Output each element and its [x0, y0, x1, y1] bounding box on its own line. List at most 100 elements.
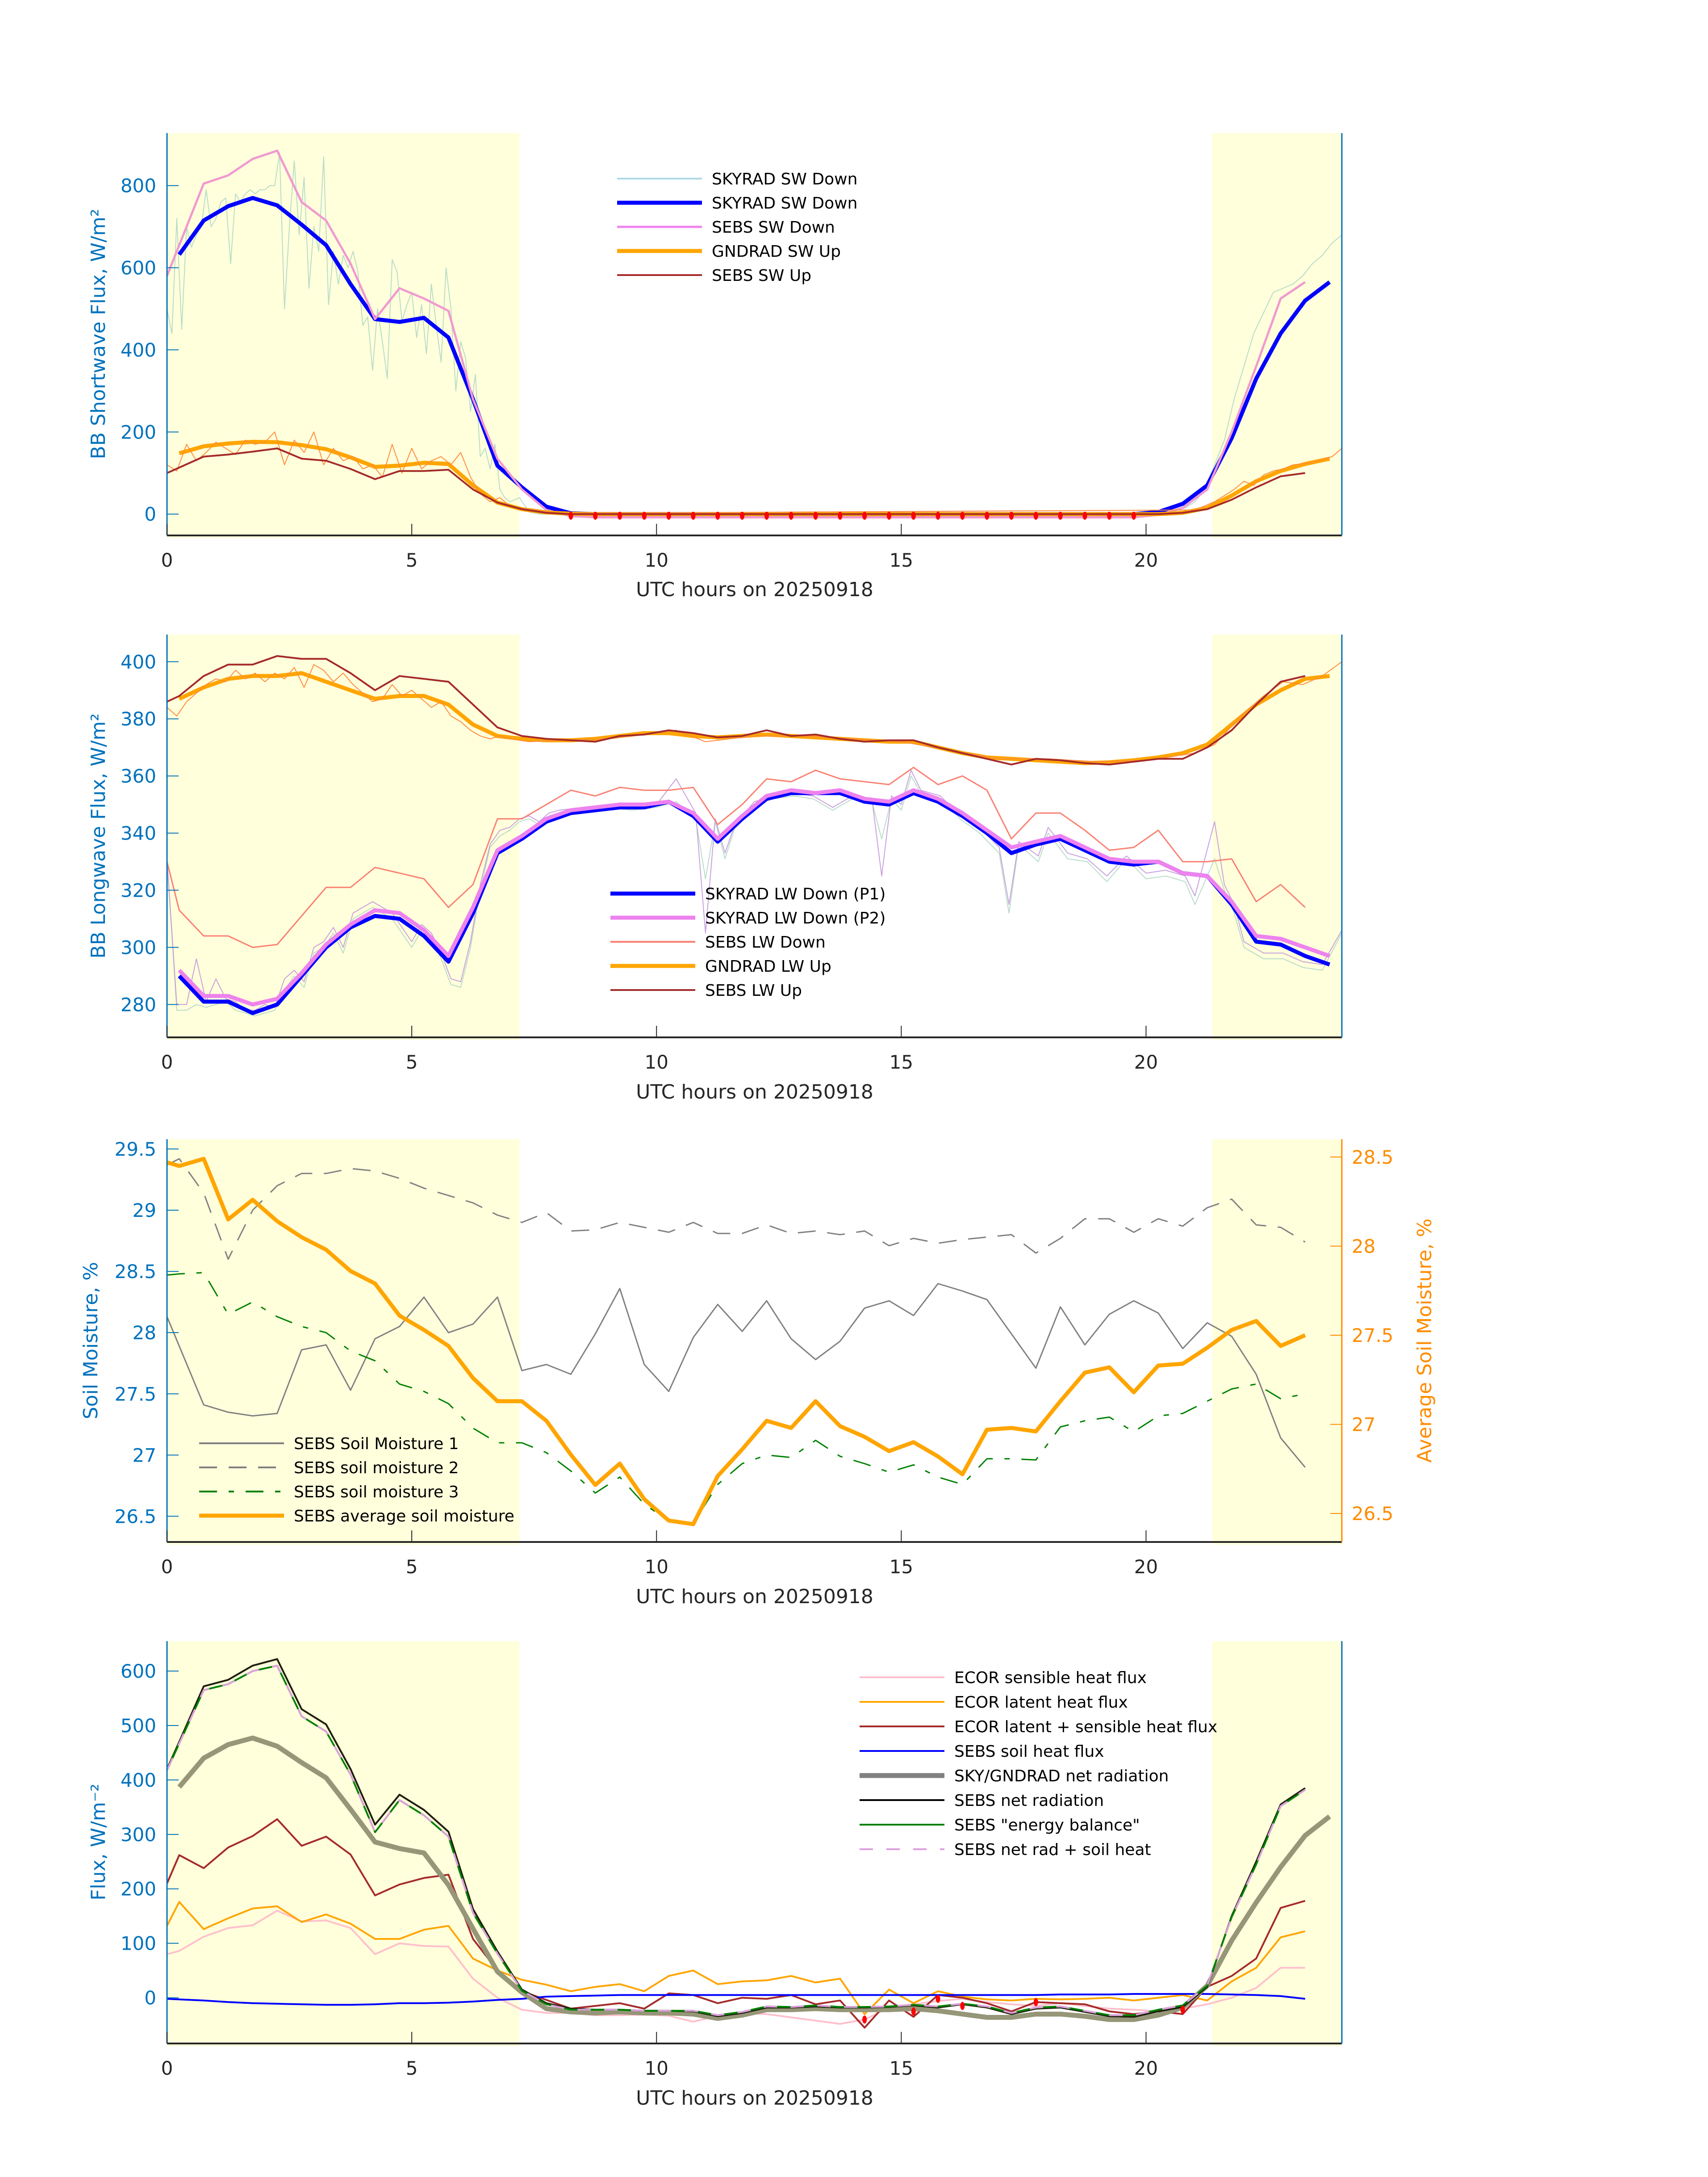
legend-label: SEBS net rad + soil heat — [954, 1841, 1151, 1859]
y-tick-label: 200 — [121, 421, 156, 443]
flag-point — [642, 511, 647, 520]
series-line-sebs-sw-up — [167, 447, 1306, 515]
series-line-sebs-soil-moisture-3 — [167, 1272, 1306, 1525]
series-group — [166, 655, 1342, 1016]
series-line-gndrad-lw-up — [178, 671, 1330, 765]
x-tick-label: 15 — [889, 1556, 913, 1578]
flag-point — [911, 511, 916, 520]
flag-point — [1180, 2006, 1185, 2014]
y-tick-label: 29.5 — [114, 1138, 156, 1160]
series-line-sebs-soil-heat-flux — [167, 1993, 1306, 2006]
series-line-ecor-latent-heat-flux — [166, 1901, 1306, 2015]
right-y-tick-label: 27.5 — [1352, 1325, 1394, 1346]
y-tick-label: 300 — [121, 936, 156, 958]
x-tick-label: 10 — [645, 1051, 668, 1073]
legend-label: GNDRAD SW Up — [712, 242, 841, 261]
legend-label: SKYRAD SW Down — [712, 194, 857, 213]
legend-label: SEBS soil moisture 2 — [294, 1459, 459, 1477]
series-line-sebs-lw-down — [166, 767, 1306, 948]
y-axis-label: BB Shortwave Flux, W/m² — [87, 209, 110, 460]
flag-point — [1058, 511, 1063, 520]
shaded-region-0 — [167, 1641, 520, 2046]
legend: SKYRAD SW Down SKYRAD SW Down SEBS SW Down… — [617, 170, 857, 285]
legend-label: SEBS SW Up — [712, 267, 811, 285]
night-shading — [167, 1139, 1342, 1545]
legend: ECOR sensible heat flux ECOR latent heat … — [860, 1669, 1217, 1859]
y-tick-label: 29 — [133, 1199, 156, 1221]
y-tick-label: 26.5 — [114, 1505, 156, 1527]
shaded-region-1 — [1212, 1641, 1342, 2046]
legend-label: ECOR latent + sensible heat flux — [954, 1718, 1217, 1736]
flag-point — [862, 511, 867, 520]
series-line-skyrad-sw-down — [167, 152, 1342, 515]
flag-point — [740, 511, 745, 520]
y-tick-label: 400 — [121, 339, 156, 361]
legend-label: SEBS average soil moisture — [294, 1507, 514, 1525]
night-shading — [167, 635, 1342, 1040]
flag-point — [1107, 511, 1112, 520]
flag-point — [862, 2015, 867, 2024]
right-y-tick-label: 27 — [1352, 1414, 1375, 1436]
flag-point — [666, 511, 671, 520]
flag-point — [1033, 511, 1038, 520]
series-group — [166, 1157, 1306, 1526]
series-line-skyrad-lw-down-p1 — [178, 791, 1331, 1015]
x-tick-label: 0 — [161, 1556, 173, 1578]
soil-moisture-panel: 0 5 10 15 20 26.5 27 27.5 28 28.5 29 29.5 26.5 27 27.5… — [79, 1138, 1436, 1608]
x-axis-label: UTC hours on 20250918 — [636, 578, 873, 601]
flag-point — [691, 511, 696, 520]
shaded-region-0 — [167, 1139, 520, 1545]
x-tick-label: 5 — [406, 1051, 418, 1073]
x-tick-label: 15 — [889, 549, 913, 571]
x-tick-label: 5 — [406, 549, 418, 571]
flag-point — [1009, 511, 1014, 520]
right-y-axis-label: Average Soil Moisture, % — [1413, 1218, 1436, 1462]
legend-label: ECOR latent heat flux — [954, 1693, 1128, 1712]
legend-label: SKY/GNDRAD net radiation — [954, 1767, 1169, 1785]
flag-point — [764, 511, 769, 520]
x-tick-label: 10 — [645, 549, 668, 571]
legend-label: SKYRAD SW Down — [712, 170, 857, 188]
y-tick-label: 360 — [121, 765, 156, 787]
flag-point — [985, 511, 990, 520]
y-tick-label: 340 — [121, 823, 156, 844]
legend-label: SEBS LW Up — [705, 982, 802, 1000]
x-axis-label: UTC hours on 20250918 — [636, 2087, 873, 2110]
y-tick-label: 600 — [121, 1660, 156, 1682]
flag-point — [960, 511, 965, 520]
axes: 0 5 10 15 20 26.5 27 27.5 28 28.5 29 29.5 26.5 27 27.5… — [114, 1138, 1393, 1578]
legend-label: SEBS LW Down — [705, 933, 826, 952]
right-y-tick-label: 28.5 — [1352, 1146, 1394, 1168]
flag-point — [715, 511, 720, 520]
flag-point — [593, 511, 598, 520]
legend: SEBS Soil Moisture 1 SEBS soil moisture 2… — [199, 1435, 514, 1525]
x-tick-label: 15 — [889, 1051, 913, 1073]
x-tick-label: 0 — [161, 549, 173, 571]
x-tick-label: 20 — [1134, 549, 1158, 571]
x-tick-label: 5 — [406, 2057, 418, 2079]
y-tick-label: 28 — [133, 1322, 156, 1344]
x-tick-label: 20 — [1134, 2057, 1158, 2079]
longwave-panel: 0 5 10 15 20 280 300 320 340 360 380 400 BB Longwav… — [87, 635, 1343, 1103]
series-group — [166, 150, 1342, 520]
flag-point — [886, 511, 891, 520]
legend-label: SEBS Soil Moisture 1 — [294, 1435, 459, 1453]
y-tick-label: 800 — [121, 175, 156, 197]
x-axis-label: UTC hours on 20250918 — [636, 1081, 873, 1103]
y-axis-label: BB Longwave Flux, W/m² — [87, 713, 110, 958]
y-tick-label: 27.5 — [114, 1383, 156, 1405]
flag-point — [935, 1995, 940, 2003]
x-axis-label: UTC hours on 20250918 — [636, 1585, 873, 1608]
y-tick-label: 380 — [121, 708, 156, 730]
y-axis-label: Flux, W/m⁻² — [87, 1784, 110, 1901]
series-group — [166, 1658, 1331, 2029]
y-tick-label: 600 — [121, 257, 156, 279]
legend-label: SEBS net radiation — [954, 1792, 1104, 1810]
flag-point — [1082, 511, 1087, 520]
series-line-sebs-net-rad-soil-heat — [166, 1664, 1306, 2016]
